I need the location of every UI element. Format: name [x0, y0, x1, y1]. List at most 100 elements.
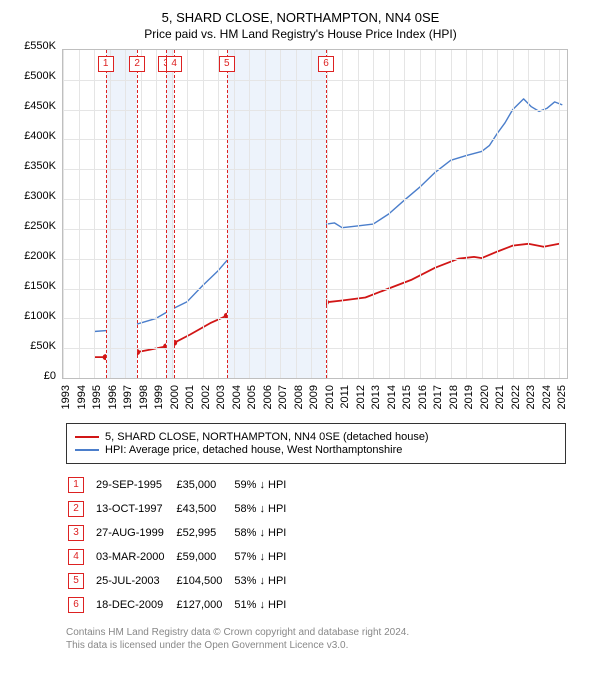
- x-tick-label: 2020: [479, 385, 491, 409]
- gridline-v: [420, 50, 421, 378]
- footnote: Contains HM Land Registry data © Crown c…: [66, 626, 585, 652]
- plot-area: 123456: [62, 49, 568, 379]
- x-tick-label: 2007: [277, 385, 289, 409]
- gridline-v: [451, 50, 452, 378]
- x-tick-label: 1994: [76, 385, 88, 409]
- event-number: 3: [68, 525, 84, 541]
- event-date: 25-JUL-2003: [96, 570, 174, 592]
- event-delta: 58% ↓ HPI: [234, 522, 296, 544]
- x-tick-label: 2023: [525, 385, 537, 409]
- x-tick-label: 2008: [293, 385, 305, 409]
- event-line: [166, 50, 167, 378]
- x-tick-label: 2015: [401, 385, 413, 409]
- y-axis: £550K£500K£450K£400K£350K£300K£250K£200K…: [12, 49, 56, 381]
- x-tick-label: 2019: [463, 385, 475, 409]
- event-line: [227, 50, 228, 378]
- gridline-v: [435, 50, 436, 378]
- gridline-v: [156, 50, 157, 378]
- event-marker: 2: [129, 56, 145, 72]
- gridline-v: [94, 50, 95, 378]
- event-date: 13-OCT-1997: [96, 498, 174, 520]
- x-tick-label: 2021: [494, 385, 506, 409]
- legend-item: 5, SHARD CLOSE, NORTHAMPTON, NN4 0SE (de…: [75, 431, 557, 443]
- x-tick-label: 2014: [386, 385, 398, 409]
- event-delta: 59% ↓ HPI: [234, 474, 296, 496]
- x-tick-label: 1996: [107, 385, 119, 409]
- chart-area: £550K£500K£450K£400K£350K£300K£250K£200K…: [12, 49, 585, 381]
- x-tick-label: 2004: [231, 385, 243, 409]
- event-price: £127,000: [176, 594, 232, 616]
- gridline-v: [528, 50, 529, 378]
- gridline-v: [280, 50, 281, 378]
- gridline-h: [63, 199, 567, 200]
- event-line: [137, 50, 138, 378]
- events-table: 129-SEP-1995£35,00059% ↓ HPI213-OCT-1997…: [66, 472, 298, 618]
- gridline-h: [63, 80, 567, 81]
- event-row: 213-OCT-1997£43,50058% ↓ HPI: [68, 498, 296, 520]
- event-line: [326, 50, 327, 378]
- gridline-v: [544, 50, 545, 378]
- x-tick-label: 1997: [122, 385, 134, 409]
- event-delta: 57% ↓ HPI: [234, 546, 296, 568]
- x-tick-label: 2001: [184, 385, 196, 409]
- gridline-v: [218, 50, 219, 378]
- gridline-v: [466, 50, 467, 378]
- legend-swatch: [75, 449, 99, 451]
- gridline-v: [559, 50, 560, 378]
- legend: 5, SHARD CLOSE, NORTHAMPTON, NN4 0SE (de…: [66, 423, 566, 464]
- gridline-v: [203, 50, 204, 378]
- x-tick-label: 2017: [432, 385, 444, 409]
- event-number: 1: [68, 477, 84, 493]
- gridline-h: [63, 229, 567, 230]
- x-tick-label: 2009: [308, 385, 320, 409]
- event-line: [174, 50, 175, 378]
- gridline-v: [172, 50, 173, 378]
- event-marker: 6: [318, 56, 334, 72]
- gridline-v: [497, 50, 498, 378]
- gridline-h: [63, 289, 567, 290]
- gridline-v: [79, 50, 80, 378]
- event-row: 403-MAR-2000£59,00057% ↓ HPI: [68, 546, 296, 568]
- event-date: 27-AUG-1999: [96, 522, 174, 544]
- legend-label: HPI: Average price, detached house, West…: [105, 444, 402, 456]
- footnote-line: This data is licensed under the Open Gov…: [66, 639, 585, 652]
- event-price: £43,500: [176, 498, 232, 520]
- legend-item: HPI: Average price, detached house, West…: [75, 444, 557, 456]
- gridline-h: [63, 139, 567, 140]
- x-tick-label: 2002: [200, 385, 212, 409]
- event-number: 6: [68, 597, 84, 613]
- x-tick-label: 2025: [556, 385, 568, 409]
- gridline-v: [125, 50, 126, 378]
- event-delta: 58% ↓ HPI: [234, 498, 296, 520]
- gridline-v: [311, 50, 312, 378]
- gridline-v: [513, 50, 514, 378]
- gridline-h: [63, 318, 567, 319]
- x-tick-label: 2016: [417, 385, 429, 409]
- event-date: 03-MAR-2000: [96, 546, 174, 568]
- gridline-v: [234, 50, 235, 378]
- x-tick-label: 2012: [355, 385, 367, 409]
- x-tick-label: 2006: [262, 385, 274, 409]
- gridline-v: [63, 50, 64, 378]
- x-tick-label: 2003: [215, 385, 227, 409]
- x-tick-label: 2005: [246, 385, 258, 409]
- gridline-v: [141, 50, 142, 378]
- gridline-h: [63, 259, 567, 260]
- x-tick-label: 2011: [339, 385, 351, 409]
- event-marker: 5: [219, 56, 235, 72]
- event-delta: 53% ↓ HPI: [234, 570, 296, 592]
- event-date: 29-SEP-1995: [96, 474, 174, 496]
- gridline-v: [187, 50, 188, 378]
- x-tick-label: 2024: [541, 385, 553, 409]
- gridline-h: [63, 110, 567, 111]
- x-axis: 1993199419951996199719981999200020012002…: [66, 381, 572, 417]
- event-date: 18-DEC-2009: [96, 594, 174, 616]
- event-price: £59,000: [176, 546, 232, 568]
- x-tick-label: 2000: [169, 385, 181, 409]
- gridline-v: [482, 50, 483, 378]
- gridline-v: [389, 50, 390, 378]
- event-delta: 51% ↓ HPI: [234, 594, 296, 616]
- event-row: 6 18-DEC-2009£127,00051% ↓ HPI: [68, 594, 296, 616]
- gridline-h: [63, 348, 567, 349]
- gridline-v: [358, 50, 359, 378]
